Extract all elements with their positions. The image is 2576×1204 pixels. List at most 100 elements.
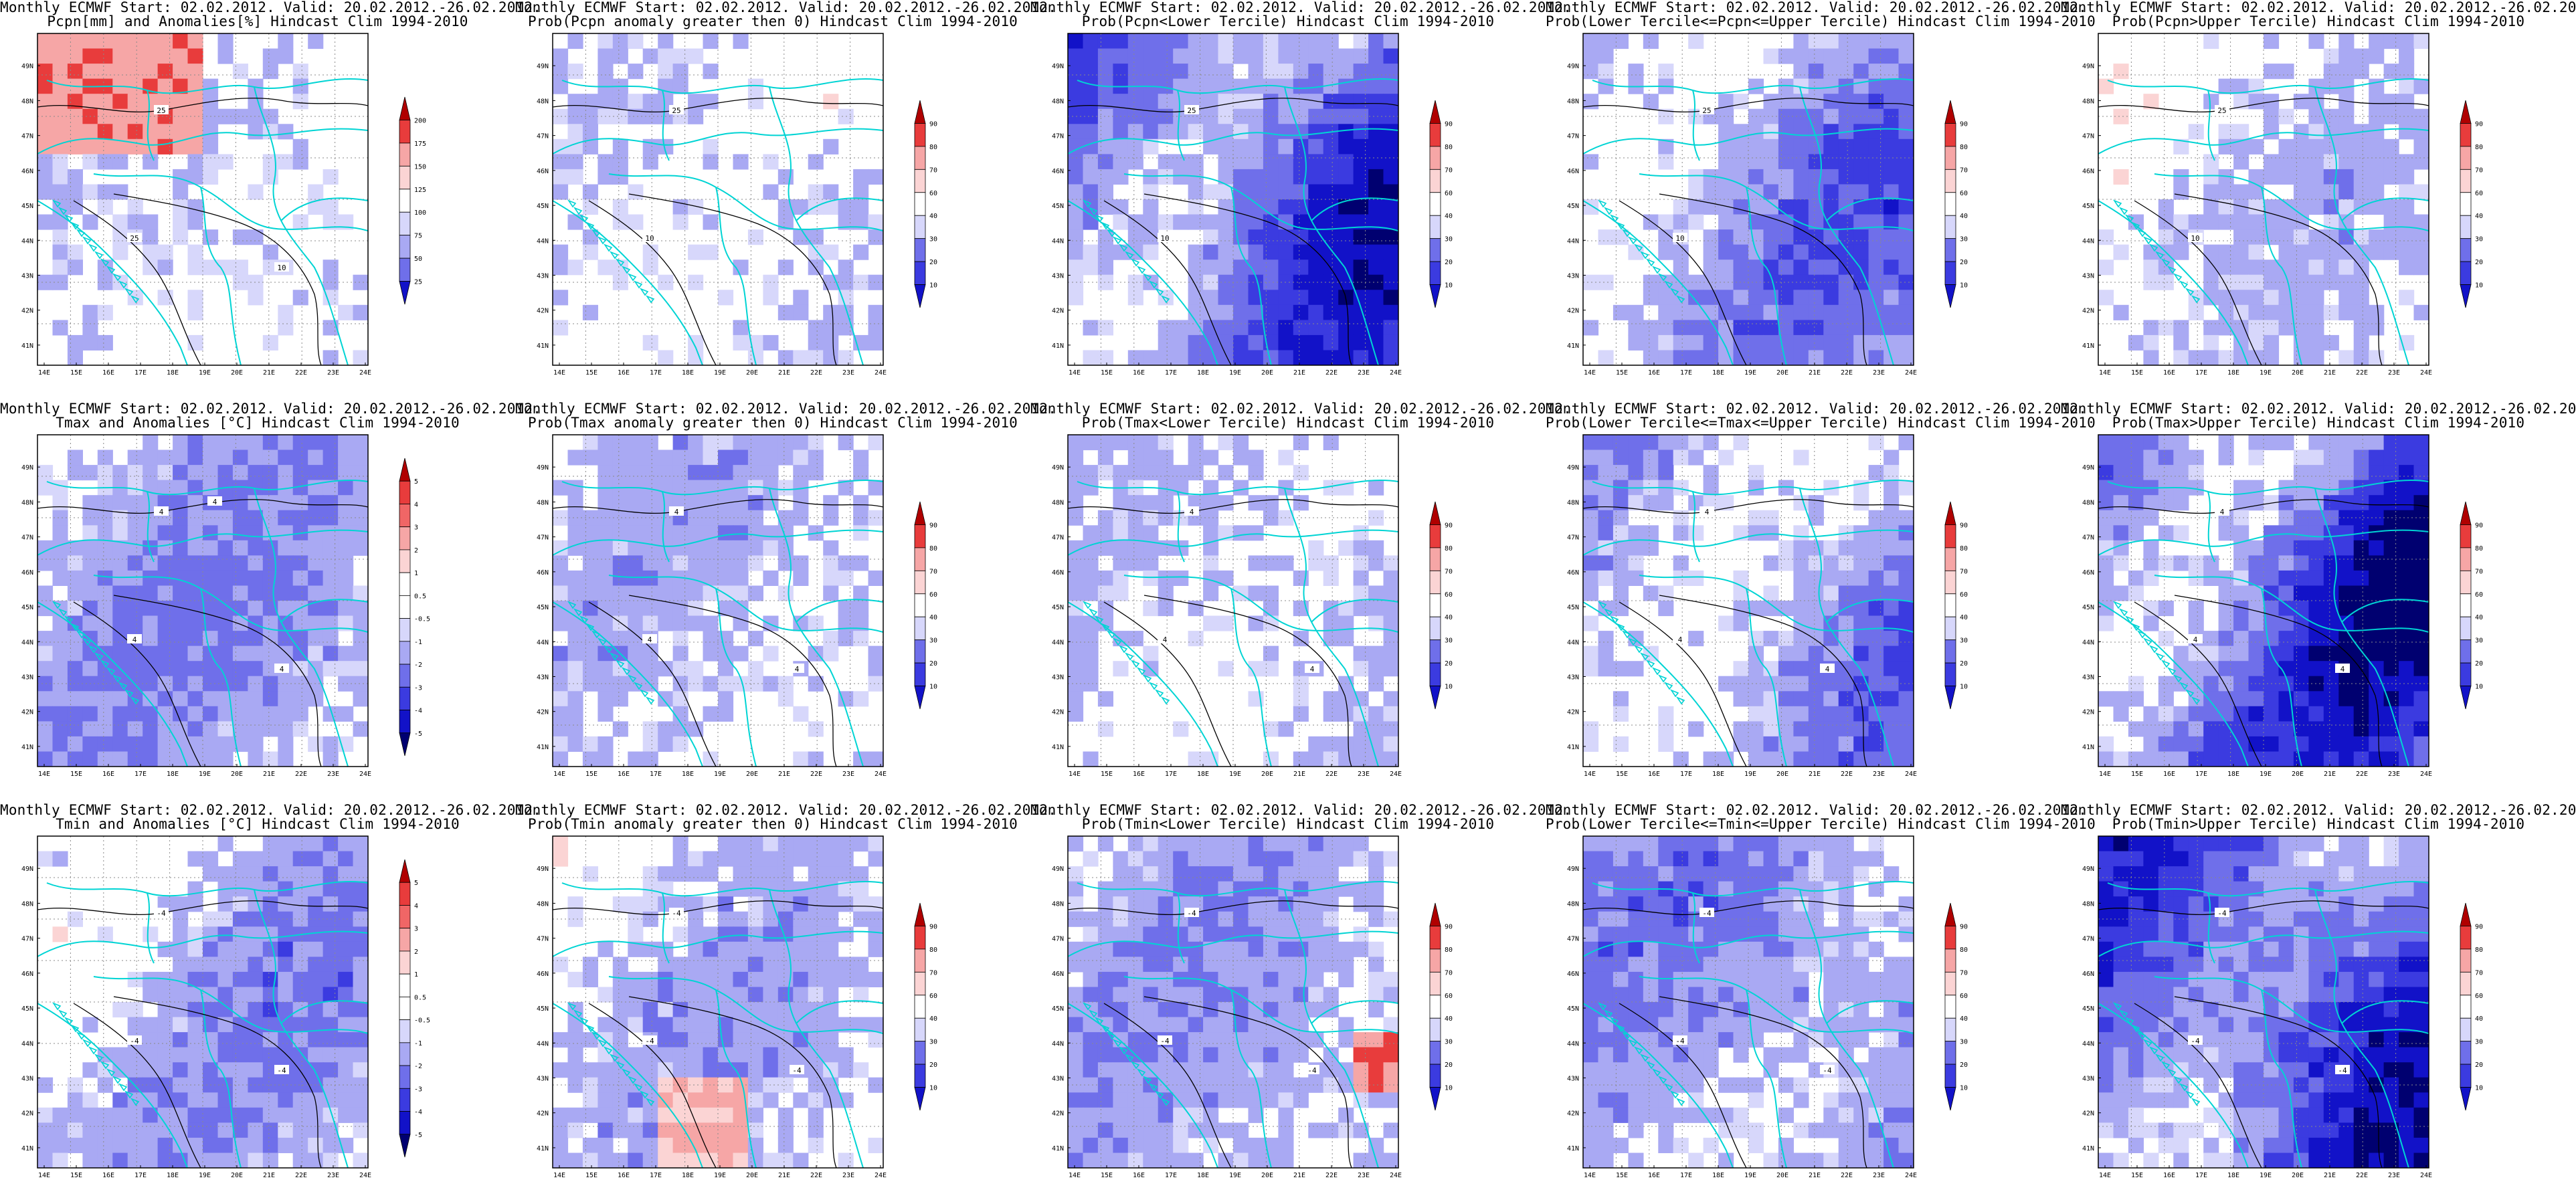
longitude-tick-label: 24E — [875, 369, 887, 377]
panel-title-line2: Prob(Pcpn anomaly greater then 0) Hindca… — [527, 13, 1018, 29]
longitude-tick-label: 20E — [1261, 1172, 1273, 1179]
longitude-tick-label: 15E — [70, 771, 82, 778]
longitude-tick-label: 22E — [1325, 771, 1338, 778]
longitude-tick-label: 16E — [1133, 369, 1145, 377]
colorbar-tick-label: 4 — [414, 501, 418, 508]
svg-text:4: 4 — [1678, 635, 1683, 644]
longitude-tick-label: 15E — [2131, 369, 2143, 377]
contour-label: -4 — [669, 908, 684, 918]
longitude-tick-label: 18E — [1197, 771, 1209, 778]
svg-text:4: 4 — [213, 498, 217, 506]
colorbar-tick-label: 80 — [1960, 946, 1968, 954]
colorbar-tick-label: 10 — [1445, 1085, 1453, 1092]
latitude-tick-label: 46N — [1052, 569, 1064, 577]
map-panel: Monthly ECMWF Start: 02.02.2012. Valid: … — [515, 0, 1056, 401]
latitude-tick-label: 43N — [21, 272, 33, 280]
latitude-tick-label: 43N — [2082, 1075, 2094, 1082]
longitude-tick-label: 14E — [38, 369, 50, 377]
colorbar-tick-label: 80 — [1960, 545, 1968, 553]
longitude-tick-label: 16E — [1648, 1172, 1660, 1179]
colorbar-tick-label: 30 — [929, 1039, 937, 1046]
map-area: 4 4 4 — [2098, 435, 2429, 767]
colorbar-tick-label: 60 — [2475, 993, 2483, 1000]
longitude-tick-label: 20E — [1261, 369, 1273, 377]
map-panel: Monthly ECMWF Start: 02.02.2012. Valid: … — [2061, 0, 2576, 401]
svg-text:4: 4 — [2193, 635, 2198, 644]
panel-title-line2: Prob(Tmin<Lower Tercile) Hindcast Clim 1… — [1081, 816, 1495, 832]
colorbar: 90 80 70 60 40 30 20 10 — [2460, 501, 2483, 710]
latitude-tick-label: 48N — [21, 499, 33, 506]
map-panel: Monthly ECMWF Start: 02.02.2012. Valid: … — [0, 0, 541, 401]
colorbar-tick-label: -0.5 — [414, 1017, 430, 1025]
latitude-tick-label: 48N — [2082, 900, 2094, 908]
colorbar-tick-label: 80 — [2475, 946, 2483, 954]
longitude-tick-label: 20E — [231, 1172, 243, 1179]
longitude-tick-label: 23E — [1873, 771, 1885, 778]
longitude-tick-label: 16E — [618, 771, 630, 778]
longitude-tick-label: 24E — [359, 1172, 371, 1179]
colorbar-tick-label: 20 — [929, 1062, 937, 1069]
contour-label: -4 — [1184, 908, 1199, 918]
longitude-tick-label: 21E — [263, 369, 275, 377]
panel-title-line2: Prob(Lower Tercile<=Tmin<=Upper Tercile)… — [1546, 816, 2096, 832]
longitude-tick-label: 20E — [1776, 771, 1788, 778]
latitude-tick-label: 45N — [21, 203, 33, 210]
colorbar-tick-label: 70 — [2475, 167, 2483, 174]
svg-text:10: 10 — [1675, 234, 1684, 243]
map-area: 25 10 — [553, 33, 883, 365]
svg-text:4: 4 — [132, 635, 137, 644]
colorbar-tick-label: 40 — [1960, 1015, 1968, 1023]
latitude-tick-label: 41N — [1052, 744, 1064, 751]
panel-title-line2: Tmin and Anomalies [°C] Hindcast Clim 19… — [56, 816, 460, 832]
colorbar-tick-label: 60 — [2475, 591, 2483, 599]
latitude-tick-label: 41N — [2082, 744, 2094, 751]
latitude-tick-label: 44N — [1567, 237, 1579, 245]
latitude-tick-label: 44N — [2082, 237, 2094, 245]
map-figure: 25 10 41N 42N 43N 44N 45N 46N 47N 48N 49N 14E 15E 16E… — [1567, 33, 1968, 377]
latitude-tick-label: 45N — [537, 203, 549, 210]
longitude-tick-label: 18E — [682, 369, 694, 377]
latitude-tick-label: 41N — [21, 342, 33, 350]
svg-text:4: 4 — [1825, 665, 1830, 674]
panel-title-line2: Prob(Tmax<Lower Tercile) Hindcast Clim 1… — [1081, 415, 1495, 431]
map-panel: Monthly ECMWF Start: 02.02.2012. Valid: … — [1030, 0, 1572, 401]
latitude-tick-label: 49N — [1052, 464, 1064, 472]
colorbar-tick-label: -5 — [414, 730, 422, 738]
longitude-tick-label: 16E — [1648, 771, 1660, 778]
latitude-tick-label: 49N — [2082, 464, 2094, 472]
longitude-tick-label: 24E — [1390, 1172, 1402, 1179]
colorbar-tick-label: 0.5 — [414, 994, 426, 1001]
colorbar: 90 80 70 60 40 30 20 10 — [1429, 501, 1453, 710]
svg-text:10: 10 — [2191, 234, 2199, 243]
longitude-tick-label: 20E — [2292, 1172, 2304, 1179]
panel-title-line2: Prob(Tmax anomaly greater then 0) Hindca… — [527, 415, 1018, 431]
longitude-tick-label: 21E — [1809, 771, 1821, 778]
colorbar: 90 80 70 60 40 30 20 10 — [1944, 100, 1968, 308]
latitude-tick-label: 44N — [1052, 237, 1064, 245]
longitude-tick-label: 18E — [2227, 369, 2239, 377]
colorbar-tick-label: 70 — [1960, 969, 1968, 977]
latitude-tick-label: 41N — [537, 342, 549, 350]
map-figure: 4 4 4 4 41N 42N 43N 44N 45N 46N 47N 48N 49N 14E 15E 16E… — [21, 434, 430, 778]
colorbar-tick-label: -1 — [414, 639, 422, 646]
latitude-tick-label: 41N — [2082, 1145, 2094, 1152]
latitude-tick-label: 47N — [21, 936, 33, 943]
longitude-tick-label: 19E — [1744, 1172, 1756, 1179]
longitude-tick-label: 17E — [650, 369, 662, 377]
map-area: 4 4 4 — [553, 435, 883, 767]
longitude-tick-label: 15E — [1101, 1172, 1113, 1179]
colorbar-tick-label: 70 — [1445, 969, 1453, 977]
longitude-tick-label: 14E — [2099, 1172, 2111, 1179]
svg-text:4: 4 — [1705, 508, 1710, 516]
longitude-tick-label: 23E — [1873, 1172, 1885, 1179]
colorbar: 90 80 70 60 40 30 20 10 — [1944, 501, 1968, 710]
longitude-tick-label: 17E — [1165, 1172, 1177, 1179]
map-figure: 4 4 4 41N 42N 43N 44N 45N 46N 47N 48N 49N 14E 15E 16E 1… — [1567, 434, 1968, 778]
map-figure: 25 10 41N 42N 43N 44N 45N 46N 47N 48N 49N 14E 15E 16E… — [1052, 33, 1453, 377]
colorbar-tick-label: 80 — [929, 545, 937, 553]
panel-title-line2: Tmax and Anomalies [°C] Hindcast Clim 19… — [56, 415, 460, 431]
map-panel: Monthly ECMWF Start: 02.02.2012. Valid: … — [2061, 401, 2576, 803]
longitude-tick-label: 24E — [875, 771, 887, 778]
map-area: -4 -4 -4 — [1068, 836, 1398, 1168]
panel-title-line1: Monthly ECMWF Start: 02.02.2012. Valid: … — [2061, 0, 2576, 15]
